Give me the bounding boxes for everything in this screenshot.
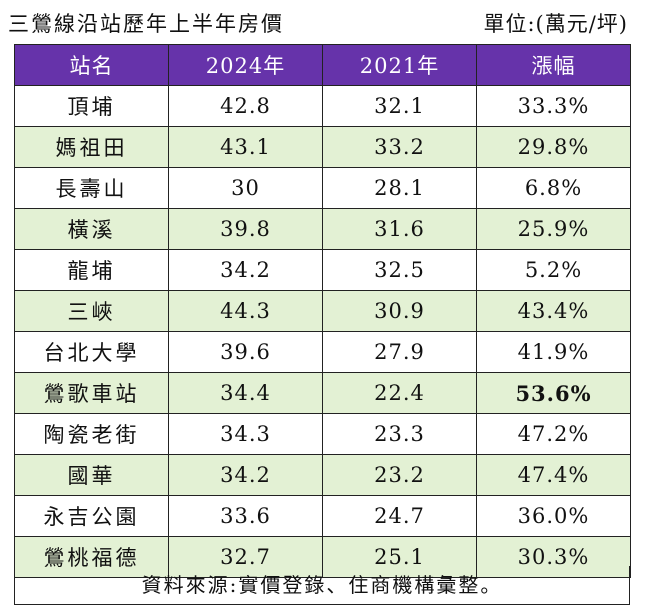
growth-rate: 30.3% xyxy=(476,536,631,578)
table-row: 永吉公園 33.6 24.7 36.0% xyxy=(14,495,631,537)
price-2021: 28.1 xyxy=(322,167,477,209)
growth-rate: 47.4% xyxy=(476,454,631,496)
table-row: 橫溪 39.8 31.6 25.9% xyxy=(14,208,631,250)
header-2024: 2024年 xyxy=(168,44,323,86)
price-2021: 32.5 xyxy=(322,249,477,291)
price-2021: 25.1 xyxy=(322,536,477,578)
price-2021: 23.3 xyxy=(322,413,477,455)
station-name: 頂埔 xyxy=(14,85,169,127)
station-name: 橫溪 xyxy=(14,208,169,250)
price-2021: 30.9 xyxy=(322,290,477,332)
header-growth: 漲幅 xyxy=(476,44,631,86)
growth-rate-highlight: 53.6% xyxy=(476,372,631,414)
price-table: 站名 2024年 2021年 漲幅 頂埔 42.8 32.1 33.3% 媽祖田… xyxy=(14,44,631,578)
header-station: 站名 xyxy=(14,44,169,86)
price-2024: 39.6 xyxy=(168,331,323,373)
station-name: 永吉公園 xyxy=(14,495,169,537)
title-bar: 三鶯線沿站歷年上半年房價 單位:(萬元/坪) xyxy=(0,0,650,42)
growth-rate: 5.2% xyxy=(476,249,631,291)
table-row: 台北大學 39.6 27.9 41.9% xyxy=(14,331,631,373)
table-row: 鶯歌車站 34.4 22.4 53.6% xyxy=(14,372,631,414)
growth-rate: 36.0% xyxy=(476,495,631,537)
price-2021: 22.4 xyxy=(322,372,477,414)
table-row: 三峽 44.3 30.9 43.4% xyxy=(14,290,631,332)
price-2024: 44.3 xyxy=(168,290,323,332)
station-name: 陶瓷老街 xyxy=(14,413,169,455)
table-row: 龍埔 34.2 32.5 5.2% xyxy=(14,249,631,291)
station-name: 龍埔 xyxy=(14,249,169,291)
header-2021: 2021年 xyxy=(322,44,477,86)
table-row: 陶瓷老街 34.3 23.3 47.2% xyxy=(14,413,631,455)
growth-rate: 43.4% xyxy=(476,290,631,332)
table-row: 鶯桃福德 32.7 25.1 30.3% xyxy=(14,536,631,578)
price-2024: 34.2 xyxy=(168,249,323,291)
price-2024: 34.2 xyxy=(168,454,323,496)
table-row: 長壽山 30 28.1 6.8% xyxy=(14,167,631,209)
station-name: 三峽 xyxy=(14,290,169,332)
price-2024: 43.1 xyxy=(168,126,323,168)
price-2024: 34.3 xyxy=(168,413,323,455)
price-2024: 39.8 xyxy=(168,208,323,250)
table-row: 國華 34.2 23.2 47.4% xyxy=(14,454,631,496)
source-footnote: 資料來源:實價登錄、住商機構彙整。 xyxy=(14,566,630,605)
price-2021: 27.9 xyxy=(322,331,477,373)
station-name: 台北大學 xyxy=(14,331,169,373)
growth-rate: 33.3% xyxy=(476,85,631,127)
price-2021: 23.2 xyxy=(322,454,477,496)
table-row: 媽祖田 43.1 33.2 29.8% xyxy=(14,126,631,168)
price-2021: 32.1 xyxy=(322,85,477,127)
growth-rate: 47.2% xyxy=(476,413,631,455)
station-name: 媽祖田 xyxy=(14,126,169,168)
price-2024: 34.4 xyxy=(168,372,323,414)
station-name: 長壽山 xyxy=(14,167,169,209)
price-2021: 31.6 xyxy=(322,208,477,250)
price-2024: 30 xyxy=(168,167,323,209)
table-title: 三鶯線沿站歷年上半年房價 xyxy=(8,12,284,36)
price-2021: 24.7 xyxy=(322,495,477,537)
growth-rate: 6.8% xyxy=(476,167,631,209)
unit-label: 單位:(萬元/坪) xyxy=(483,12,628,36)
station-name: 鶯桃福德 xyxy=(14,536,169,578)
growth-rate: 29.8% xyxy=(476,126,631,168)
price-2024: 33.6 xyxy=(168,495,323,537)
price-2024: 42.8 xyxy=(168,85,323,127)
price-2021: 33.2 xyxy=(322,126,477,168)
station-name: 國華 xyxy=(14,454,169,496)
header-row: 站名 2024年 2021年 漲幅 xyxy=(14,44,631,86)
growth-rate: 41.9% xyxy=(476,331,631,373)
growth-rate: 25.9% xyxy=(476,208,631,250)
table-row: 頂埔 42.8 32.1 33.3% xyxy=(14,85,631,127)
station-name: 鶯歌車站 xyxy=(14,372,169,414)
